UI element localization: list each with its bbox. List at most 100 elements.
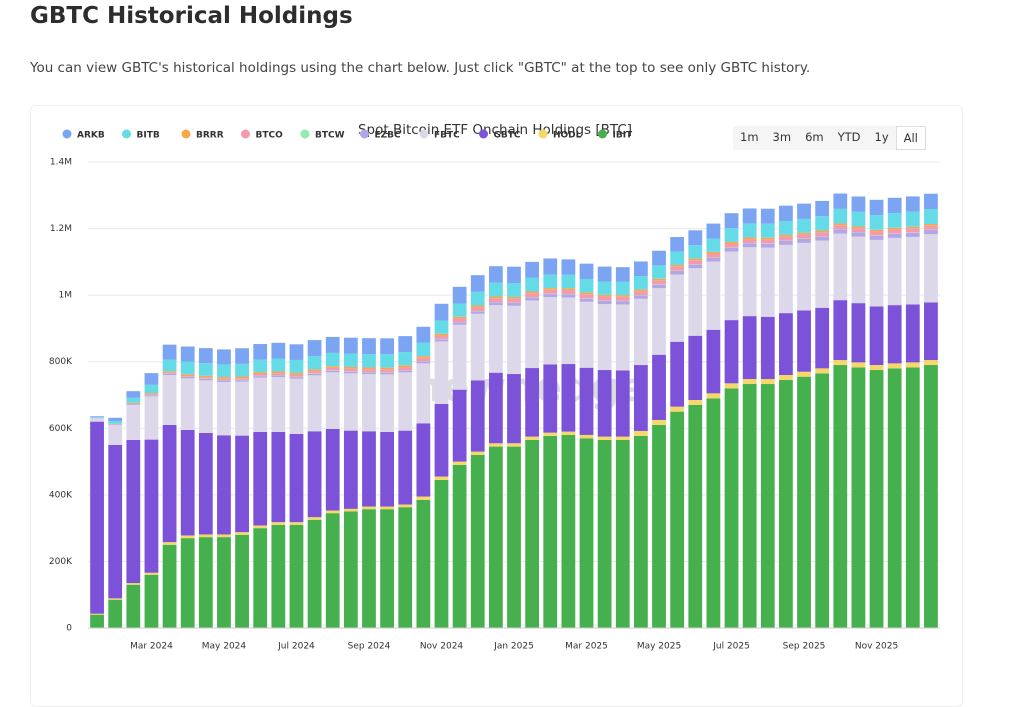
- bar-segment: [797, 377, 811, 628]
- bar-segment: [561, 435, 575, 628]
- bar-segment: [670, 412, 684, 628]
- bar-segment: [489, 298, 503, 302]
- bar-segment: [870, 365, 884, 370]
- bar-segment: [344, 354, 358, 367]
- bar-segment: [779, 235, 793, 237]
- legend-label: EZBC: [375, 131, 402, 141]
- bar-segment: [906, 212, 920, 227]
- bar-segment: [906, 304, 920, 362]
- range-button[interactable]: All: [896, 126, 926, 150]
- bar-segment: [181, 538, 195, 628]
- bar-segment: [888, 213, 902, 228]
- bar-segment: [362, 372, 376, 374]
- bar-segment: [906, 237, 920, 305]
- bar-segment: [707, 254, 721, 258]
- bar-segment: [833, 365, 847, 628]
- bar-segment: [163, 345, 177, 360]
- bar-segment: [435, 334, 449, 336]
- legend-label: HODL: [553, 131, 582, 141]
- bar-segment: [416, 363, 430, 423]
- bar-segment: [362, 367, 376, 369]
- bar-segment: [725, 248, 739, 252]
- bar-segment: [725, 252, 739, 321]
- bar-segment: [217, 364, 231, 377]
- bar-segment: [453, 317, 467, 319]
- bar-segment: [271, 432, 285, 522]
- bar-segment: [471, 314, 485, 381]
- bar-segment: [326, 429, 340, 511]
- bar-segment: [471, 311, 485, 313]
- bar-segment: [652, 280, 666, 284]
- bar-segment: [815, 308, 829, 369]
- bar-segment: [435, 320, 449, 333]
- bar-segment: [453, 322, 467, 324]
- bar-segment: [561, 259, 575, 274]
- bar-segment: [543, 290, 557, 294]
- bar-segment: [435, 339, 449, 341]
- bar-segment: [326, 353, 340, 366]
- bar-segment: [253, 360, 267, 373]
- bar-segment: [543, 297, 557, 364]
- bar-segment: [815, 232, 829, 236]
- bar-segment: [380, 373, 394, 375]
- bar-segment: [725, 243, 739, 247]
- bar-segment: [398, 336, 412, 352]
- bar-segment: [870, 236, 884, 240]
- bar-segment: [634, 291, 648, 295]
- bar-segment: [580, 438, 594, 628]
- bar-segment: [453, 462, 467, 465]
- bar-segment: [507, 297, 521, 299]
- bar-segment: [489, 443, 503, 446]
- bar-segment: [888, 238, 902, 305]
- bar-segment: [761, 238, 775, 240]
- legend-label: BTCO: [256, 131, 284, 141]
- bar-segment: [815, 373, 829, 628]
- range-button[interactable]: YTD: [831, 126, 868, 150]
- bar-segment: [217, 534, 231, 537]
- bar-segment: [90, 417, 104, 418]
- bar-segment: [471, 380, 485, 451]
- bar-segment: [525, 437, 539, 440]
- bar-segment: [688, 230, 702, 245]
- bar-segment: [290, 373, 304, 375]
- x-tick-label: Jul 2025: [712, 642, 750, 652]
- bar-segment: [725, 213, 739, 228]
- bar-segment: [543, 436, 557, 628]
- range-button[interactable]: 6m: [798, 126, 831, 150]
- bar-segment: [852, 197, 866, 212]
- bar-segment: [652, 288, 666, 355]
- bar-segment: [453, 390, 467, 462]
- bar-segment: [561, 432, 575, 435]
- bar-segment: [108, 445, 122, 598]
- bar-segment: [435, 480, 449, 628]
- bar-segment: [670, 342, 684, 407]
- range-button[interactable]: 1m: [733, 126, 766, 150]
- bar-segment: [743, 223, 757, 237]
- bar-segment: [888, 234, 902, 238]
- bar-segment: [815, 368, 829, 373]
- bar-segment: [199, 348, 213, 363]
- bar-segment: [870, 240, 884, 307]
- bar-segment: [870, 370, 884, 628]
- bar-segment: [888, 305, 902, 363]
- bar-segment: [725, 228, 739, 242]
- bar-segment: [616, 267, 630, 282]
- bar-segment: [344, 431, 358, 509]
- bar-segment: [326, 372, 340, 429]
- bar-segment: [634, 299, 648, 365]
- legend-label: IBIT: [613, 131, 634, 141]
- range-button[interactable]: 3m: [766, 126, 799, 150]
- bar-segment: [779, 375, 793, 380]
- bar-segment: [797, 239, 811, 243]
- bar-segment: [888, 198, 902, 213]
- bar-segment: [598, 440, 612, 628]
- bar-segment: [525, 291, 539, 293]
- legend-marker: [598, 130, 607, 139]
- bar-segment: [833, 360, 847, 365]
- bar-segment: [489, 296, 503, 298]
- range-button[interactable]: 1y: [868, 126, 896, 150]
- bar-segment: [90, 416, 104, 417]
- bar-segment: [416, 423, 430, 496]
- bar-segment: [271, 522, 285, 525]
- bar-segment: [652, 279, 666, 281]
